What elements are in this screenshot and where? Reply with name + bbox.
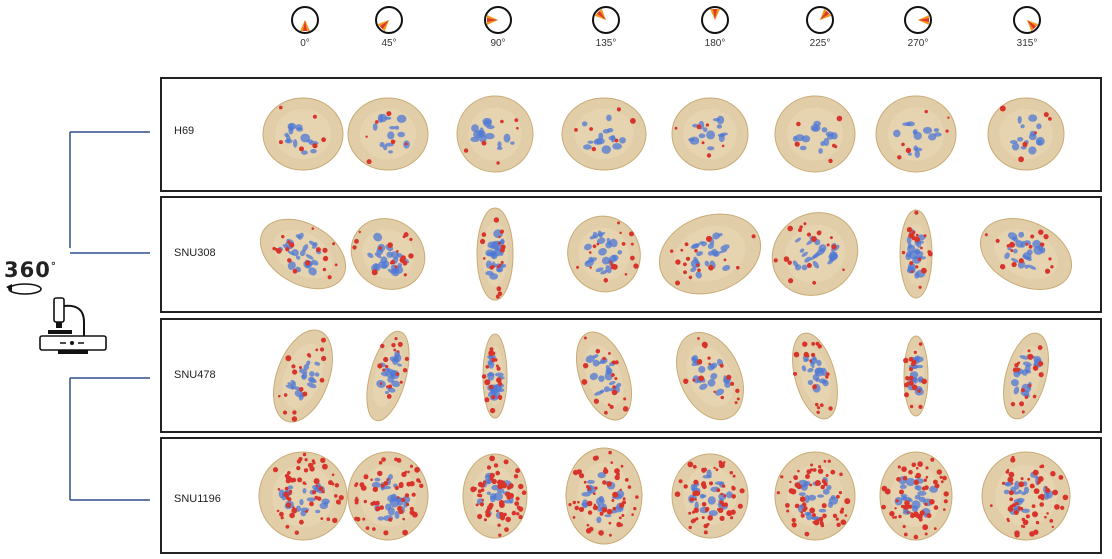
row-snu478: SNU478 — [160, 318, 1102, 433]
rotation-degree-symbol: ° — [50, 261, 57, 272]
cell-line-label: SNU478 — [174, 369, 216, 381]
angle-column: 0° — [275, 4, 335, 49]
angle-label: 135° — [595, 38, 617, 49]
angle-dial-icon — [1013, 6, 1041, 34]
rotation-value: 360 — [4, 258, 51, 282]
angle-label: 180° — [704, 38, 726, 49]
angle-label: 0° — [300, 38, 310, 49]
row-snu308: SNU308 — [160, 196, 1102, 313]
microscope-icon — [39, 297, 107, 354]
rotation-label: 360° — [4, 258, 57, 282]
angle-dial-icon — [291, 6, 319, 34]
angle-label: 90° — [490, 38, 506, 49]
angle-dial-icon — [904, 6, 932, 34]
angle-label: 270° — [907, 38, 929, 49]
angle-column: 225° — [790, 4, 850, 49]
angle-column: 315° — [997, 4, 1057, 49]
cell-line-label: SNU308 — [174, 247, 216, 259]
angle-label: 315° — [1016, 38, 1038, 49]
angle-header: 0° 45° 90° 135° 180° 225° 270° 315° — [0, 0, 1112, 70]
angle-dial-icon — [484, 6, 512, 34]
angle-dial-icon — [806, 6, 834, 34]
angle-dial-icon — [701, 6, 729, 34]
cell-line-label: SNU1196 — [174, 493, 221, 505]
row-h69: H69 — [160, 77, 1102, 192]
angle-column: 45° — [359, 4, 419, 49]
angle-label: 225° — [809, 38, 831, 49]
angle-dial-icon — [375, 6, 403, 34]
row-bracket-lines — [69, 131, 150, 501]
cell-line-label: H69 — [174, 125, 195, 137]
angle-column: 270° — [888, 4, 948, 49]
angle-column: 180° — [685, 4, 745, 49]
rotate-arrow-icon — [6, 283, 42, 295]
row-snu1196: SNU1196 — [160, 437, 1102, 554]
angle-column: 90° — [468, 4, 528, 49]
angle-column: 135° — [576, 4, 636, 49]
angle-label: 45° — [381, 38, 397, 49]
angle-dial-icon — [592, 6, 620, 34]
